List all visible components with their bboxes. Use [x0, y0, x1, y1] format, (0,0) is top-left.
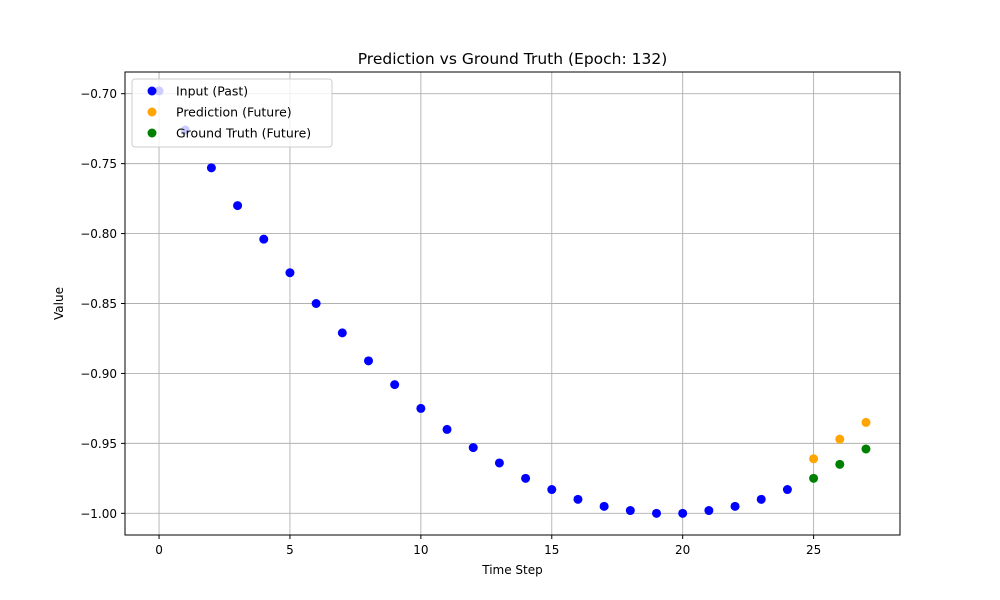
data-point [652, 508, 662, 518]
x-tick-label: 5 [286, 543, 294, 557]
data-point [573, 494, 583, 504]
data-point [678, 508, 688, 518]
legend-label: Prediction (Future) [176, 105, 292, 120]
x-axis-label: Time Step [481, 563, 543, 577]
data-point [285, 268, 295, 278]
grid-lines [125, 72, 900, 535]
data-point [521, 473, 531, 483]
data-point [861, 444, 871, 454]
data-point [704, 506, 714, 516]
y-axis-ticks: −1.00 −0.95 −0.90 −0.85 −0.80 −0.75 −0.70 [80, 87, 125, 521]
data-point [809, 473, 819, 483]
data-point [756, 494, 766, 504]
data-point [416, 403, 426, 413]
data-point [311, 299, 321, 308]
y-tick-label: −0.95 [80, 437, 117, 451]
data-point [363, 356, 373, 366]
x-axis-ticks: 0 5 10 15 20 25 [155, 535, 821, 557]
data-point [442, 424, 452, 434]
y-tick-label: −0.70 [80, 87, 117, 101]
legend-marker [147, 128, 157, 138]
data-point [782, 485, 792, 495]
chart-title: Prediction vs Ground Truth (Epoch: 132) [358, 50, 668, 68]
data-point [547, 485, 557, 495]
x-tick-label: 10 [413, 543, 428, 557]
data-point [494, 458, 504, 468]
legend-marker [147, 86, 157, 96]
y-tick-label: −1.00 [80, 507, 117, 521]
data-point [835, 434, 845, 444]
legend: Input (Past) Prediction (Future) Ground Tr… [131, 78, 333, 148]
data-point [259, 234, 269, 244]
x-tick-label: 15 [544, 543, 559, 557]
y-tick-label: −0.75 [80, 157, 117, 171]
data-point [730, 501, 740, 511]
data-point [809, 454, 819, 464]
x-tick-label: 0 [155, 543, 163, 557]
data-point [835, 459, 845, 469]
legend-box [131, 78, 333, 148]
y-tick-label: −0.80 [80, 227, 117, 241]
data-point [468, 443, 478, 453]
y-tick-label: −0.90 [80, 367, 117, 381]
data-point [337, 328, 347, 338]
data-point [206, 163, 216, 173]
x-tick-label: 20 [675, 543, 690, 557]
x-tick-label: 25 [806, 543, 821, 557]
legend-label: Ground Truth (Future) [176, 126, 311, 141]
y-tick-label: −0.85 [80, 297, 117, 311]
data-point [599, 501, 609, 511]
data-point [390, 380, 400, 390]
legend-label: Input (Past) [176, 84, 248, 99]
legend-marker [147, 107, 157, 117]
y-axis-label: Value [52, 287, 66, 320]
data-points [154, 86, 871, 518]
data-point [233, 201, 243, 211]
data-point [861, 417, 871, 427]
data-point [625, 506, 635, 516]
